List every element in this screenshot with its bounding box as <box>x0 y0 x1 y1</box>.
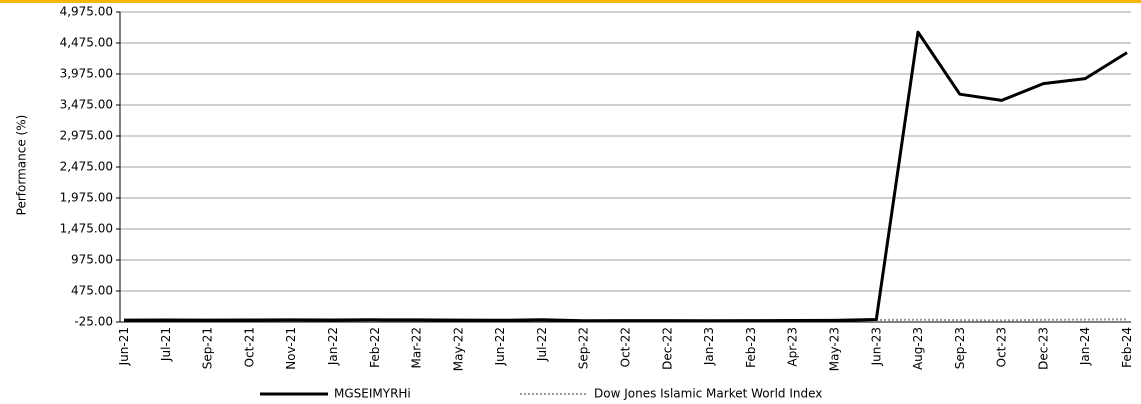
x-tick-label: Jun-21 <box>117 327 131 366</box>
x-tick-label: Oct-21 <box>242 327 256 367</box>
x-tick-label: Jul-21 <box>159 327 173 362</box>
top-border <box>0 0 1141 3</box>
x-tick-label: Sep-21 <box>201 327 215 369</box>
x-tick-label: Sep-23 <box>953 327 967 369</box>
x-tick-label: Dec-23 <box>1036 327 1050 370</box>
y-tick-label: 3,975.00 <box>60 67 113 81</box>
y-tick-label: 3,475.00 <box>60 98 113 112</box>
x-tick-label: Jun-22 <box>493 327 507 366</box>
x-tick-label: May-23 <box>827 327 841 371</box>
x-tick-label: Mar-22 <box>410 327 424 368</box>
x-tick-label: Jul-22 <box>535 327 549 362</box>
x-tick-label: Oct-23 <box>995 327 1009 367</box>
y-tick-label: 1,975.00 <box>60 191 113 205</box>
legend-label: Dow Jones Islamic Market World Index <box>594 387 822 401</box>
y-axis-label: Performance (%) <box>15 115 29 216</box>
x-tick-label: Jan-24 <box>1078 327 1092 366</box>
x-tick-label: Jun-23 <box>869 327 883 366</box>
y-tick-label: 2,475.00 <box>60 160 113 174</box>
x-tick-label: Feb-22 <box>368 327 382 368</box>
y-tick-label: 4,975.00 <box>60 5 113 19</box>
x-tick-label: Dec-22 <box>660 327 674 370</box>
y-tick-label: 975.00 <box>71 253 113 267</box>
x-tick-label: Feb-23 <box>744 327 758 368</box>
x-tick-label: Nov-21 <box>284 327 298 370</box>
x-tick-label: May-22 <box>451 327 465 371</box>
y-tick-label: 4,475.00 <box>60 36 113 50</box>
y-tick-label: 2,975.00 <box>60 129 113 143</box>
x-tick-label: Oct-22 <box>619 327 633 367</box>
x-tick-label: Aug-23 <box>911 327 925 370</box>
x-tick-label: Jan-23 <box>702 327 716 366</box>
y-tick-label: 475.00 <box>71 284 113 298</box>
series-line <box>123 30 1128 323</box>
y-tick-label: -25.00 <box>74 315 113 329</box>
x-tick-label: Jan-22 <box>326 327 340 366</box>
legend-label: MGSEIMYRHi <box>334 387 411 401</box>
x-tick-label: Feb-24 <box>1120 327 1134 368</box>
y-tick-label: 1,475.00 <box>60 222 113 236</box>
x-tick-label: Sep-22 <box>577 327 591 369</box>
x-tick-label: Apr-23 <box>786 327 800 367</box>
